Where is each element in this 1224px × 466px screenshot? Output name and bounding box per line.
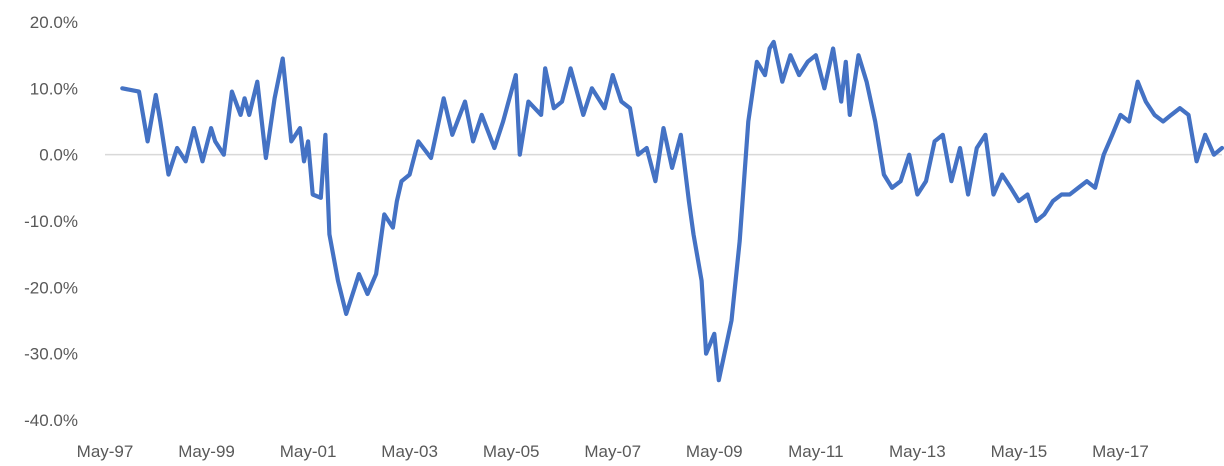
y-tick-label: -20.0% bbox=[24, 278, 78, 297]
x-tick-label: May-05 bbox=[483, 442, 540, 461]
y-tick-label: -40.0% bbox=[24, 411, 78, 430]
series-line bbox=[120, 39, 1224, 383]
x-tick-label: May-11 bbox=[788, 442, 843, 461]
x-tick-label: May-07 bbox=[584, 442, 641, 461]
y-tick-label: 0.0% bbox=[39, 146, 78, 165]
x-tick-label: May-97 bbox=[77, 442, 134, 461]
x-tick-label: May-99 bbox=[178, 442, 235, 461]
x-tick-label: May-15 bbox=[991, 442, 1048, 461]
x-tick-label: May-09 bbox=[686, 442, 743, 461]
x-tick-label: May-17 bbox=[1092, 442, 1149, 461]
x-axis: May-97 May-99 May-01 May-03 May-05 May-07 May-… bbox=[77, 442, 1149, 461]
y-tick-label: 20.0% bbox=[30, 13, 78, 32]
x-tick-label: May-01 bbox=[280, 442, 337, 461]
y-tick-label: 10.0% bbox=[30, 79, 78, 98]
y-tick-label: -30.0% bbox=[24, 345, 78, 364]
y-tick-label: -10.0% bbox=[24, 212, 78, 231]
x-tick-label: May-13 bbox=[889, 442, 946, 461]
y-axis: 20.0% 10.0% 0.0% -10.0% -20.0% -30.0% -40.0% bbox=[24, 13, 78, 430]
x-tick-label: May-03 bbox=[381, 442, 438, 461]
